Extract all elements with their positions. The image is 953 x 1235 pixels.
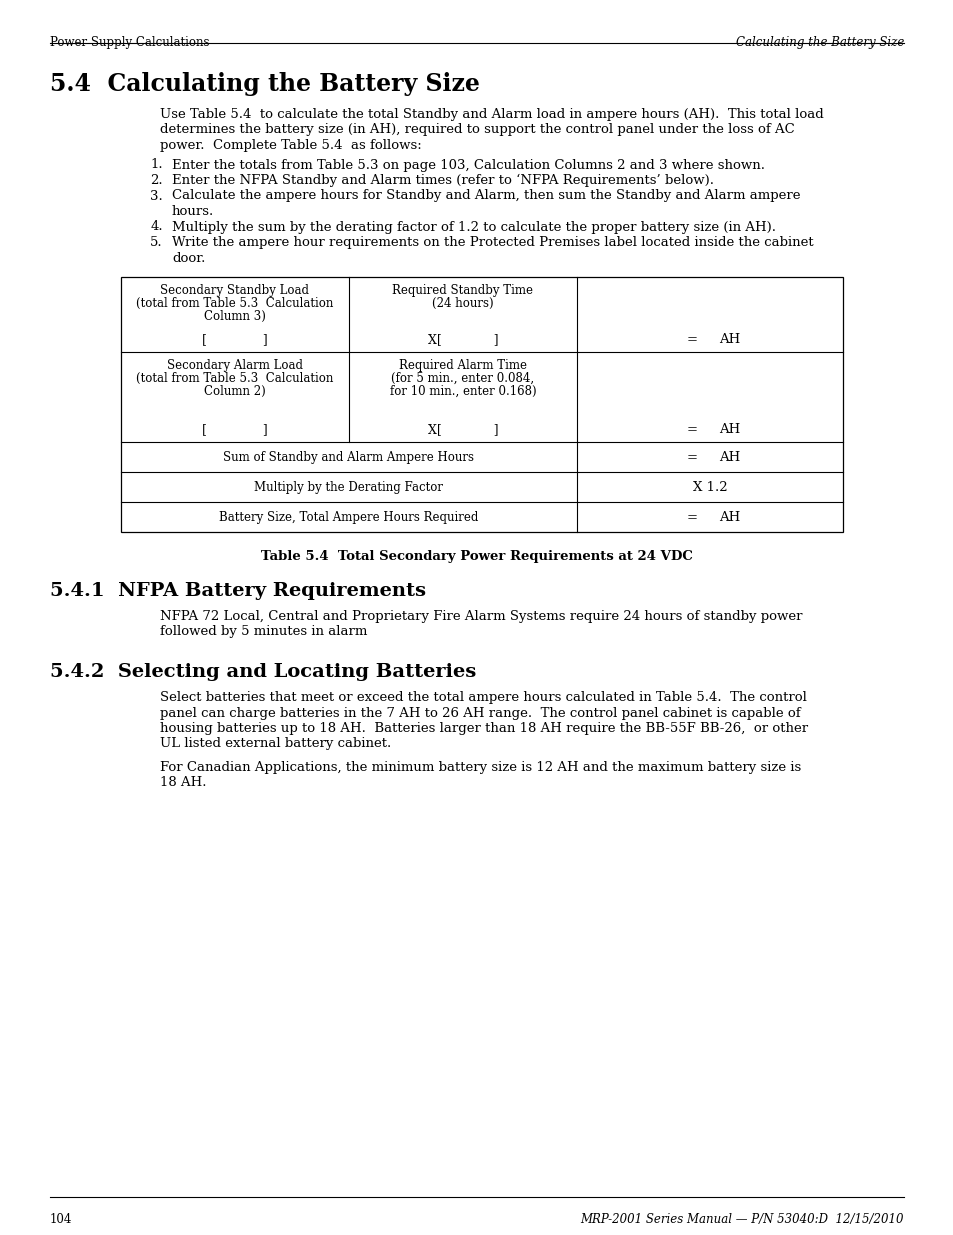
- Text: power.  Complete Table 5.4  as follows:: power. Complete Table 5.4 as follows:: [160, 140, 421, 152]
- Text: Enter the totals from Table 5.3 on page 103, Calculation Columns 2 and 3 where s: Enter the totals from Table 5.3 on page …: [172, 158, 764, 172]
- Text: [              ]: [ ]: [202, 333, 268, 346]
- Text: X[             ]: X[ ]: [427, 424, 497, 436]
- Text: 5.: 5.: [151, 236, 163, 249]
- Text: followed by 5 minutes in alarm: followed by 5 minutes in alarm: [160, 625, 367, 638]
- Text: (24 hours): (24 hours): [432, 296, 494, 310]
- Text: 2.: 2.: [151, 174, 163, 186]
- Text: Multiply the sum by the derating factor of 1.2 to calculate the proper battery s: Multiply the sum by the derating factor …: [172, 221, 775, 233]
- Text: 5.4  Calculating the Battery Size: 5.4 Calculating the Battery Size: [50, 72, 479, 96]
- Text: Required Standby Time: Required Standby Time: [392, 284, 533, 296]
- Text: X 1.2: X 1.2: [692, 480, 726, 494]
- Text: (total from Table 5.3  Calculation: (total from Table 5.3 Calculation: [136, 296, 334, 310]
- Text: MRP-2001 Series Manual — P/N 53040:D  12/15/2010: MRP-2001 Series Manual — P/N 53040:D 12/…: [579, 1213, 903, 1226]
- Text: =: =: [686, 451, 697, 464]
- Text: for 10 min., enter 0.168): for 10 min., enter 0.168): [389, 385, 536, 398]
- Text: Required Alarm Time: Required Alarm Time: [398, 359, 526, 372]
- Text: 3.: 3.: [150, 189, 163, 203]
- Text: Power Supply Calculations: Power Supply Calculations: [50, 36, 210, 49]
- Text: 5.4.2  Selecting and Locating Batteries: 5.4.2 Selecting and Locating Batteries: [50, 663, 476, 680]
- Text: 1.: 1.: [151, 158, 163, 172]
- Text: housing batteries up to 18 AH.  Batteries larger than 18 AH require the BB-55F B: housing batteries up to 18 AH. Batteries…: [160, 722, 807, 735]
- Text: Multiply by the Derating Factor: Multiply by the Derating Factor: [254, 480, 443, 494]
- Text: 4.: 4.: [151, 221, 163, 233]
- Text: determines the battery size (in AH), required to support the control panel under: determines the battery size (in AH), req…: [160, 124, 794, 137]
- Text: Secondary Alarm Load: Secondary Alarm Load: [167, 359, 303, 372]
- Text: Use Table 5.4  to calculate the total Standby and Alarm load in ampere hours (AH: Use Table 5.4 to calculate the total Sta…: [160, 107, 822, 121]
- Text: 5.4.1  NFPA Battery Requirements: 5.4.1 NFPA Battery Requirements: [50, 582, 426, 600]
- Text: AH: AH: [719, 333, 740, 346]
- Text: Write the ampere hour requirements on the Protected Premises label located insid: Write the ampere hour requirements on th…: [172, 236, 813, 249]
- Text: Calculate the ampere hours for Standby and Alarm, then sum the Standby and Alarm: Calculate the ampere hours for Standby a…: [172, 189, 800, 203]
- Text: Table 5.4  Total Secondary Power Requirements at 24 VDC: Table 5.4 Total Secondary Power Requirem…: [261, 550, 692, 563]
- Text: Battery Size, Total Ampere Hours Required: Battery Size, Total Ampere Hours Require…: [219, 511, 478, 524]
- Text: 104: 104: [50, 1213, 72, 1226]
- Text: For Canadian Applications, the minimum battery size is 12 AH and the maximum bat: For Canadian Applications, the minimum b…: [160, 761, 801, 774]
- Text: X[             ]: X[ ]: [427, 333, 497, 346]
- Bar: [121, 277, 842, 532]
- Text: Column 2): Column 2): [204, 385, 266, 398]
- Text: Sum of Standby and Alarm Ampere Hours: Sum of Standby and Alarm Ampere Hours: [223, 451, 474, 464]
- Text: UL listed external battery cabinet.: UL listed external battery cabinet.: [160, 737, 391, 751]
- Text: door.: door.: [172, 252, 205, 264]
- Text: Secondary Standby Load: Secondary Standby Load: [160, 284, 309, 296]
- Text: AH: AH: [719, 511, 740, 524]
- Text: [              ]: [ ]: [202, 424, 268, 436]
- Text: (total from Table 5.3  Calculation: (total from Table 5.3 Calculation: [136, 372, 334, 385]
- Text: =: =: [686, 333, 697, 346]
- Text: 18 AH.: 18 AH.: [160, 777, 206, 789]
- Text: NFPA 72 Local, Central and Proprietary Fire Alarm Systems require 24 hours of st: NFPA 72 Local, Central and Proprietary F…: [160, 610, 801, 622]
- Text: =: =: [686, 511, 697, 524]
- Text: AH: AH: [719, 451, 740, 464]
- Text: =: =: [686, 424, 697, 436]
- Text: AH: AH: [719, 424, 740, 436]
- Text: hours.: hours.: [172, 205, 214, 219]
- Text: (for 5 min., enter 0.084,: (for 5 min., enter 0.084,: [391, 372, 534, 385]
- Text: Calculating the Battery Size: Calculating the Battery Size: [735, 36, 903, 49]
- Text: Enter the NFPA Standby and Alarm times (refer to ‘NFPA Requirements’ below).: Enter the NFPA Standby and Alarm times (…: [172, 174, 713, 188]
- Text: Column 3): Column 3): [204, 310, 266, 324]
- Text: Select batteries that meet or exceed the total ampere hours calculated in Table : Select batteries that meet or exceed the…: [160, 692, 806, 704]
- Text: panel can charge batteries in the 7 AH to 26 AH range.  The control panel cabine: panel can charge batteries in the 7 AH t…: [160, 706, 800, 720]
